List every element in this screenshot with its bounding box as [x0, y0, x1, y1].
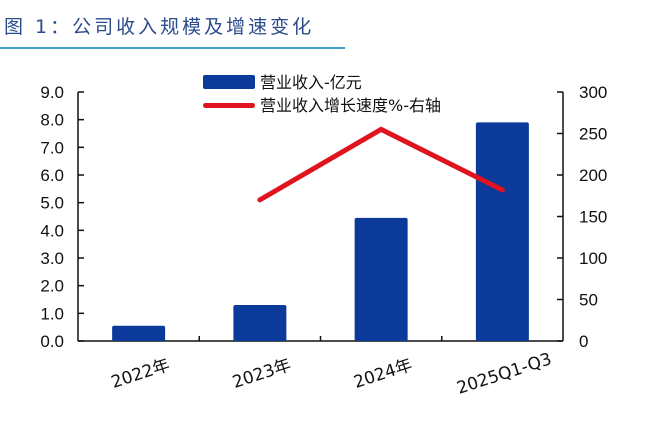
left-tick-label: 9.0 [40, 83, 64, 102]
bars [112, 122, 529, 341]
category-label: 2022年 [109, 355, 172, 393]
category-labels: 2022年 2023年 2024年 2025Q1-Q3 [109, 349, 554, 398]
category-label: 2025Q1-Q3 [454, 349, 554, 398]
chart-title: 图 1：公司收入规模及增速变化 [4, 16, 315, 38]
category-label: 2024年 [351, 355, 414, 393]
revenue-bar [233, 305, 287, 341]
growth-line [257, 126, 505, 203]
left-tick-label: 5.0 [40, 194, 64, 213]
legend-bar-label: 营业收入-亿元 [260, 73, 362, 92]
left-tick-label: 6.0 [40, 166, 64, 185]
right-tick-label: 300 [579, 83, 607, 102]
right-tick-label: 100 [579, 249, 607, 268]
title-divider [0, 47, 345, 49]
legend: 营业收入-亿元 营业收入增长速度%-右轴 [203, 73, 441, 115]
right-tick-label: 250 [579, 125, 607, 144]
left-tick-label: 2.0 [40, 277, 64, 296]
legend-bar-swatch [203, 75, 255, 89]
left-tick-label: 4.0 [40, 221, 64, 240]
left-tick-label: 8.0 [40, 111, 64, 130]
legend-line-swatch [203, 103, 255, 108]
revenue-bar [112, 325, 166, 341]
category-label: 2023年 [230, 355, 293, 393]
right-tick-label: 50 [579, 291, 598, 310]
revenue-bar [475, 122, 529, 341]
right-tick-label: 0 [579, 332, 588, 351]
legend-line-label: 营业收入增长速度%-右轴 [260, 96, 441, 115]
right-tick-label: 150 [579, 208, 607, 227]
revenue-bar [354, 217, 408, 341]
left-tick-label: 3.0 [40, 249, 64, 268]
left-tick-label: 0.0 [40, 332, 64, 351]
left-tick-label: 7.0 [40, 138, 64, 157]
axes: 0.0 1.0 2.0 3.0 4.0 5.0 6.0 7.0 8.0 9.0 0 50 100 150 2… [40, 83, 607, 351]
growth-rate-line [257, 126, 505, 203]
right-tick-label: 200 [579, 166, 607, 185]
left-tick-label: 1.0 [40, 304, 64, 323]
